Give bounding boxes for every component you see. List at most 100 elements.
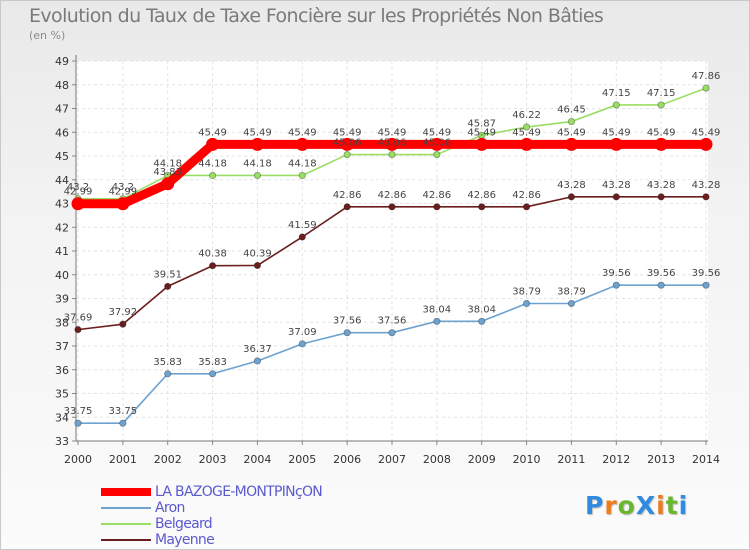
series-1-label-9: 38.04: [467, 304, 496, 315]
y-tick-label-16: 49: [55, 55, 69, 68]
series-3-label-4: 40.39: [243, 248, 272, 259]
series-3-point-3: [208, 262, 217, 270]
legend-label-aron: Aron: [155, 500, 185, 516]
series-3-point-4: [253, 261, 262, 270]
series-1-point-2: [164, 370, 172, 378]
y-tick-label-8: 41: [55, 245, 69, 258]
series-2-point-13: [657, 101, 665, 109]
series-1-point-12: [612, 281, 620, 289]
series-3-point-7: [388, 203, 396, 211]
series-3-point-11: [567, 193, 576, 201]
series-1-point-5: [298, 340, 306, 348]
series-3-label-3: 40.38: [198, 249, 227, 260]
series-1-label-0: 33.75: [64, 406, 93, 417]
series-1-label-10: 38.79: [512, 286, 541, 297]
chart-subtitle: (en %): [29, 29, 66, 42]
legend-item-aron: Aron: [101, 500, 322, 516]
series-0-label-0: 42.99: [64, 187, 93, 198]
x-tick-label-14: 2014: [692, 453, 720, 466]
y-tick-label-5: 38: [55, 316, 69, 329]
series-2-label-4: 44.18: [243, 158, 272, 169]
y-tick-label-13: 46: [55, 126, 69, 139]
series-1-point-7: [388, 329, 396, 337]
y-tick-label-11: 44: [55, 174, 69, 187]
series-2-label-10: 46.22: [512, 110, 541, 121]
series-0-label-6: 45.49: [333, 127, 362, 138]
series-1-point-8: [433, 317, 441, 325]
series-0-point-13: [654, 137, 668, 151]
series-3-point-5: [298, 233, 306, 241]
series-2-label-3: 44.18: [198, 158, 227, 169]
series-0-label-4: 45.49: [243, 127, 272, 138]
y-tick-label-2: 35: [55, 388, 69, 401]
series-3-label-12: 43.28: [602, 180, 631, 191]
series-1-label-13: 39.56: [647, 268, 676, 279]
series-0-label-13: 45.49: [647, 127, 676, 138]
y-tick-label-12: 45: [55, 150, 69, 163]
series-1-label-6: 37.56: [333, 316, 362, 327]
series-2-label-14: 47.86: [692, 71, 721, 82]
logo-letter-0: P: [585, 491, 605, 520]
series-1-point-14: [702, 281, 710, 289]
series-2-point-8: [433, 150, 441, 159]
x-tick-label-8: 2008: [423, 453, 451, 466]
legend-swatch-belgeard: [101, 523, 151, 525]
series-0-point-8: [430, 137, 444, 151]
series-3-label-7: 42.86: [378, 190, 407, 201]
series-1-label-14: 39.56: [692, 268, 721, 279]
series-1-point-3: [208, 370, 217, 378]
legend-label-belgeard: Belgeard: [155, 516, 213, 532]
series-2-label-11: 46.45: [557, 105, 586, 116]
series-3-label-5: 41.59: [288, 220, 317, 231]
y-tick-label-0: 33: [55, 435, 69, 448]
x-tick-label-5: 2005: [288, 453, 316, 466]
legend-item-belgeard: Belgeard: [101, 516, 322, 532]
logo-letter-1: r: [604, 491, 618, 520]
series-0-label-2: 43.83: [153, 167, 182, 178]
x-tick-label-6: 2006: [333, 453, 361, 466]
series-0-point-6: [340, 137, 354, 151]
series-0-point-9: [475, 137, 489, 151]
series-0-label-11: 45.49: [557, 127, 586, 138]
series-2-point-3: [208, 171, 217, 180]
series-3-point-6: [343, 203, 351, 211]
x-tick-label-4: 2004: [243, 453, 271, 466]
x-tick-label-12: 2012: [602, 453, 630, 466]
series-2-point-5: [298, 171, 306, 180]
series-3-point-9: [478, 203, 486, 211]
y-tick-label-3: 36: [55, 364, 69, 377]
series-2-label-5: 44.18: [288, 158, 317, 169]
x-tick-label-1: 2001: [109, 453, 137, 466]
logo-letter-6: i: [678, 491, 689, 520]
series-2-point-7: [388, 150, 396, 159]
series-2-point-11: [567, 117, 576, 126]
series-0-label-7: 45.49: [378, 127, 407, 138]
series-0-point-1: [116, 197, 130, 211]
series-3-point-1: [119, 320, 127, 328]
series-2-label-6: 45.06: [333, 138, 362, 149]
series-1-label-2: 35.83: [153, 357, 182, 368]
series-1-point-4: [253, 357, 262, 365]
series-0-point-10: [520, 137, 534, 151]
series-3-point-2: [164, 282, 172, 290]
series-3-label-1: 37.92: [109, 307, 138, 318]
y-tick-label-10: 43: [55, 198, 69, 211]
logo-letter-5: t: [665, 491, 679, 520]
y-tick-label-9: 42: [55, 221, 69, 234]
series-1-label-8: 38.04: [423, 304, 452, 315]
series-3-point-8: [433, 203, 441, 211]
series-0-point-3: [206, 137, 220, 151]
logo-letter-2: o: [617, 491, 636, 520]
series-1-point-11: [567, 299, 576, 308]
legend-item-mayenne: Mayenne: [101, 532, 322, 548]
logo-letter-3: X: [635, 491, 657, 520]
legend-swatch-mayenne: [101, 539, 151, 541]
series-2-label-7: 45.06: [378, 138, 407, 149]
series-3-point-12: [612, 193, 620, 201]
y-tick-label-4: 37: [55, 340, 69, 353]
series-0-label-14: 45.49: [692, 127, 721, 138]
series-0-label-9: 45.49: [467, 127, 496, 138]
legend-label-la-bazoge: LA BAZOGE-MONTPINçON: [155, 484, 323, 500]
